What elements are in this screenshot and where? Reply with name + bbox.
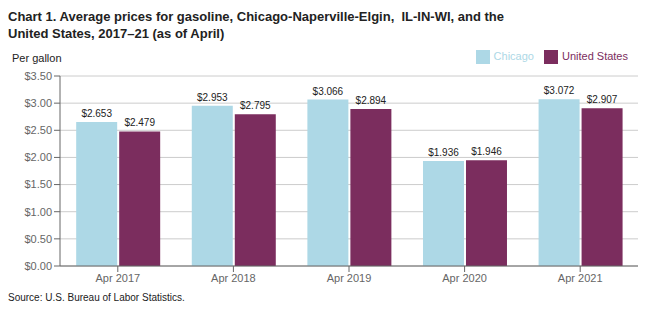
svg-text:$2.907: $2.907 bbox=[587, 94, 618, 105]
svg-text:$2.50: $2.50 bbox=[24, 124, 52, 136]
svg-text:Apr 2019: Apr 2019 bbox=[327, 272, 372, 284]
svg-text:$0.00: $0.00 bbox=[24, 260, 52, 272]
svg-text:$1.946: $1.946 bbox=[471, 146, 502, 157]
svg-text:$2.953: $2.953 bbox=[197, 92, 228, 103]
svg-text:$2.653: $2.653 bbox=[81, 108, 112, 119]
svg-text:Apr 2020: Apr 2020 bbox=[442, 272, 487, 284]
svg-text:$2.479: $2.479 bbox=[124, 117, 155, 128]
svg-text:Apr 2017: Apr 2017 bbox=[95, 272, 140, 284]
svg-text:$2.894: $2.894 bbox=[356, 95, 387, 106]
svg-text:$0.50: $0.50 bbox=[24, 233, 52, 245]
html-text:United States: United States bbox=[562, 50, 628, 62]
html-text:Source: U.S. Bureau of Labor S: Source: U.S. Bureau of Labor Statistics. bbox=[8, 292, 185, 303]
html-text:United States, 2017–21 (as of: United States, 2017–21 (as of April) bbox=[8, 26, 225, 41]
svg-text:$3.50: $3.50 bbox=[24, 70, 52, 82]
html-text:Chicago: Chicago bbox=[493, 50, 534, 62]
svg-text:$1.50: $1.50 bbox=[24, 178, 52, 190]
svg-text:Apr 2018: Apr 2018 bbox=[211, 272, 256, 284]
html-text:Chart 1. Average prices for ga: Chart 1. Average prices for gasoline, Ch… bbox=[8, 9, 504, 24]
svg-text:$2.00: $2.00 bbox=[24, 151, 52, 163]
svg-text:$1.936: $1.936 bbox=[428, 147, 459, 158]
svg-text:$3.066: $3.066 bbox=[313, 86, 344, 97]
svg-text:$2.795: $2.795 bbox=[240, 100, 271, 111]
html-text:Per gallon: Per gallon bbox=[12, 52, 62, 64]
svg-text:$3.00: $3.00 bbox=[24, 97, 52, 109]
svg-text:$1.00: $1.00 bbox=[24, 206, 52, 218]
svg-text:Apr 2021: Apr 2021 bbox=[558, 272, 603, 284]
svg-text:$3.072: $3.072 bbox=[544, 85, 575, 96]
